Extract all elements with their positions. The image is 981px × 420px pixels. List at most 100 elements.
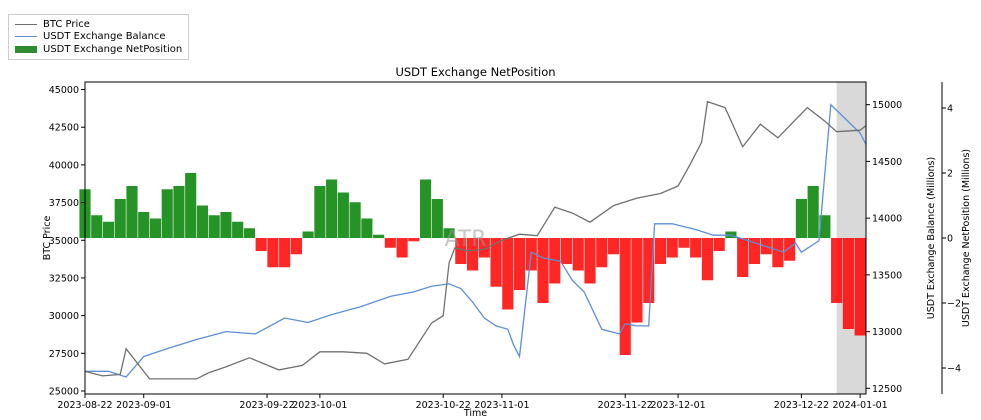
netposition-bar (173, 186, 185, 238)
legend-swatch-btc-price (15, 23, 37, 25)
y-tick-label-usdt-netposition: −4 (947, 364, 961, 375)
chart-title: USDT Exchange NetPosition (395, 65, 555, 79)
legend-swatch-usdt-balance (15, 36, 37, 38)
x-tick-label: 2023-09-22 (239, 400, 294, 411)
netposition-bar (831, 238, 843, 303)
netposition-bar (631, 238, 643, 323)
netposition-bar (114, 199, 126, 238)
netposition-bar (795, 199, 807, 238)
y-tick-label-usdt-netposition: −2 (947, 299, 961, 310)
netposition-bar (267, 238, 279, 268)
netposition-bar (807, 186, 819, 238)
chart-legend: BTC Price USDT Exchange Balance USDT Exc… (8, 14, 190, 60)
netposition-bar (619, 238, 631, 355)
x-tick-label: 2023-10-01 (292, 400, 347, 411)
y-tick-label-btc-price: 32500 (49, 273, 79, 284)
y-axis-label-usdt-balance: USDT Exchange Balance (Millions) (926, 157, 937, 319)
netposition-bar (572, 238, 584, 271)
x-tick-label: 2023-08-22 (57, 400, 112, 411)
netposition-bar (396, 238, 408, 258)
y-tick-label-btc-price: 35000 (49, 236, 79, 247)
y-axis-label-usdt-netposition: USDT Exchange NetPosition (Millions) (961, 149, 972, 327)
y-tick-label-btc-price: 42500 (49, 123, 79, 134)
y-tick-label-usdt-netposition: 2 (947, 169, 953, 180)
netposition-bar (490, 238, 502, 287)
usdt-balance-line (85, 103, 867, 378)
y-tick-label-usdt-balance: 13000 (872, 327, 902, 338)
netposition-bar (537, 238, 549, 303)
netposition-bar (748, 238, 760, 264)
x-tick-label: 2023-11-01 (474, 400, 529, 411)
netposition-bar (208, 215, 220, 238)
netposition-bar (314, 186, 326, 238)
netposition-bar (255, 238, 267, 251)
x-tick-label: 2024-01-01 (833, 400, 888, 411)
netposition-bar (455, 238, 467, 264)
x-tick-label: 2023-11-22 (598, 400, 653, 411)
netposition-bar (713, 238, 725, 251)
netposition-bar (678, 238, 690, 248)
netposition-bar (666, 238, 678, 258)
netposition-bar (102, 221, 115, 238)
netposition-bar (126, 186, 138, 238)
netposition-bar (596, 238, 608, 268)
netposition-bar (654, 238, 667, 264)
legend-label-btc-price: BTC Price (43, 18, 90, 30)
y-tick-label-btc-price: 45000 (49, 85, 79, 96)
btc-price-line (84, 100, 867, 380)
netposition-bar (91, 215, 103, 238)
legend-item-usdt-netposition: USDT Exchange NetPosition (15, 43, 182, 56)
x-tick-label: 2023-10-22 (416, 400, 471, 411)
netposition-bar (243, 228, 255, 238)
legend-swatch-usdt-netposition (15, 45, 37, 53)
y-tick-label-btc-price: 25000 (49, 386, 79, 397)
y-tick-label-usdt-balance: 13500 (872, 270, 902, 281)
x-axis-label: Time (463, 408, 487, 419)
netposition-bars (79, 173, 866, 355)
netposition-bar (290, 238, 302, 255)
netposition-bar (772, 238, 784, 268)
netposition-bar (196, 205, 209, 238)
netposition-bar (854, 238, 866, 336)
x-tick-label: 2023-12-01 (650, 400, 705, 411)
netposition-bar (161, 189, 173, 238)
netposition-bar (607, 238, 620, 255)
y-tick-label-usdt-balance: 15000 (872, 100, 902, 111)
netposition-bar (431, 199, 443, 238)
netposition-bar (784, 238, 796, 261)
axes: 25000 27500 30000 32500 35000 37500 40000 42500… (49, 82, 961, 411)
netposition-bar (384, 238, 396, 248)
netposition-bar (138, 212, 150, 238)
netposition-bar (443, 228, 455, 238)
netposition-bar (349, 202, 361, 238)
netposition-bar (690, 238, 702, 258)
y-axis-label-btc-price: BTC Price (42, 216, 53, 261)
y-tick-label-usdt-balance: 14000 (872, 214, 902, 225)
netposition-bar (502, 238, 514, 310)
netposition-bar (279, 238, 291, 268)
netposition-bar (737, 238, 749, 277)
netposition-bar (185, 173, 197, 238)
legend-item-btc-price: BTC Price (15, 18, 182, 31)
netposition-bar (643, 238, 655, 303)
netposition-bar (302, 231, 314, 238)
netposition-bar (220, 212, 232, 238)
y-tick-label-usdt-netposition: 4 (947, 104, 953, 115)
y-tick-label-usdt-balance: 12500 (872, 384, 902, 395)
y-tick-label-btc-price: 27500 (49, 349, 79, 360)
netposition-bar (373, 234, 385, 238)
y-tick-label-usdt-balance: 14500 (872, 157, 902, 168)
legend-label-usdt-netposition: USDT Exchange NetPosition (43, 43, 183, 55)
y-tick-label-usdt-netposition: 0 (947, 234, 953, 245)
netposition-bar (842, 238, 854, 329)
netposition-bar (560, 238, 573, 264)
netposition-bar (478, 238, 490, 258)
netposition-bar (420, 179, 432, 238)
netposition-bar (466, 238, 479, 271)
y-tick-label-btc-price: 30000 (49, 311, 79, 322)
x-tick-label: 2023-09-01 (116, 400, 171, 411)
netposition-bar (701, 238, 714, 281)
netposition-bar (337, 192, 349, 238)
legend-item-usdt-balance: USDT Exchange Balance (15, 31, 182, 44)
